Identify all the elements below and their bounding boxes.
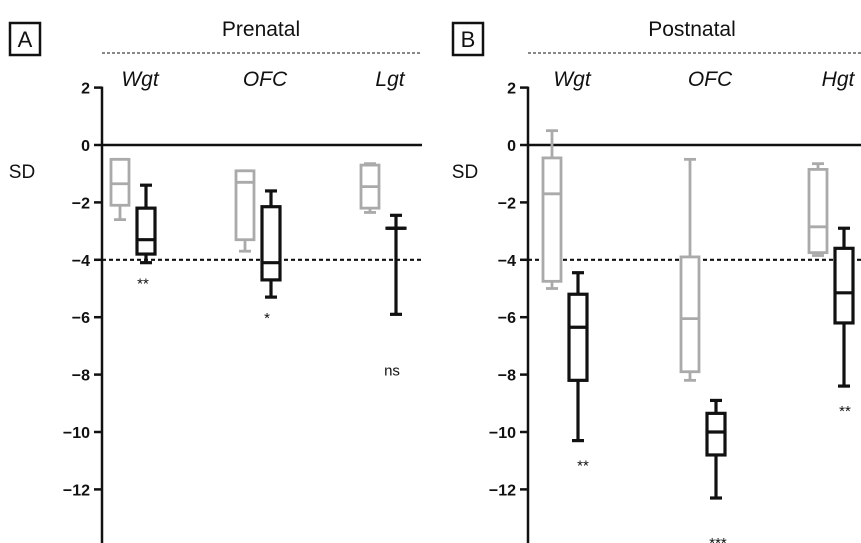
panel-a-letter-box [8, 21, 42, 57]
panel-b-y-tick-label: −12 [489, 482, 516, 499]
panel-b-y-tick-label: 2 [507, 81, 516, 98]
panel-b-hgt-grey-box [807, 167, 829, 255]
panel-b-y-axis-title: SD [452, 162, 478, 183]
panel-a-y-tick-label: 2 [81, 81, 90, 98]
panel-b-letter: B [461, 27, 476, 52]
panel-a-lgt-label: Lgt [375, 68, 405, 91]
panel-a-wgt-black-box [135, 206, 157, 256]
panel-a-wgt-grey-box [109, 157, 131, 207]
panel-b-wgt-label: Wgt [553, 68, 592, 91]
panel-a-wgt-significance: ** [137, 276, 149, 293]
panel-b-wgt-black-box [567, 292, 589, 382]
panel-b-y-tick-label: −6 [498, 310, 516, 327]
panel-b-title: Postnatal [648, 18, 736, 41]
panel-b-hgt-label: Hgt [822, 68, 856, 91]
panel-a-ofc-grey-box [234, 169, 256, 242]
panel-a-y-axis-title: SD [9, 162, 35, 183]
panel-b-ofc-grey-box [679, 255, 701, 374]
panel-a-y-tick-label: −2 [72, 195, 90, 212]
panel-a-y-tick-label: −4 [72, 253, 90, 270]
panel-a-ofc-label: OFC [243, 68, 288, 91]
panel-a-y-tick-label: −8 [72, 368, 90, 385]
panel-b-ofc-black-box [705, 411, 727, 457]
panel-a-y-tick-label: −12 [63, 482, 90, 499]
panel-b-letter-box [451, 21, 485, 57]
panel-b-y-tick-label: −8 [498, 368, 516, 385]
panel-b-ofc-significance: *** [709, 535, 727, 543]
panel-b-hgt-significance: ** [839, 403, 851, 420]
panel-a-ofc-black-box [260, 205, 282, 282]
panel-b-wgt-grey-box [541, 156, 563, 283]
panel-b-ofc-label: OFC [688, 68, 733, 91]
panel-b-y-tick-label: −4 [498, 253, 516, 270]
panel-b-y-tick-label: −2 [498, 195, 516, 212]
panel-a-ofc-significance: * [264, 310, 270, 327]
panel-a-lgt-significance: ns [384, 362, 400, 379]
panel-b-wgt-significance: ** [577, 458, 589, 475]
panel-a-y-tick-label: −6 [72, 310, 90, 327]
panel-b-y-tick-label: 0 [507, 138, 516, 155]
panel-b-y-tick-label: −10 [489, 425, 516, 442]
panel-a-title: Prenatal [222, 18, 300, 41]
panel-a-wgt-label: Wgt [121, 68, 160, 91]
panel-a-letter: A [18, 27, 33, 52]
panel-b-hgt-black-box [833, 246, 855, 325]
panel-a-y-tick-label: −10 [63, 425, 90, 442]
panel-a-y-tick-label: 0 [81, 138, 90, 155]
